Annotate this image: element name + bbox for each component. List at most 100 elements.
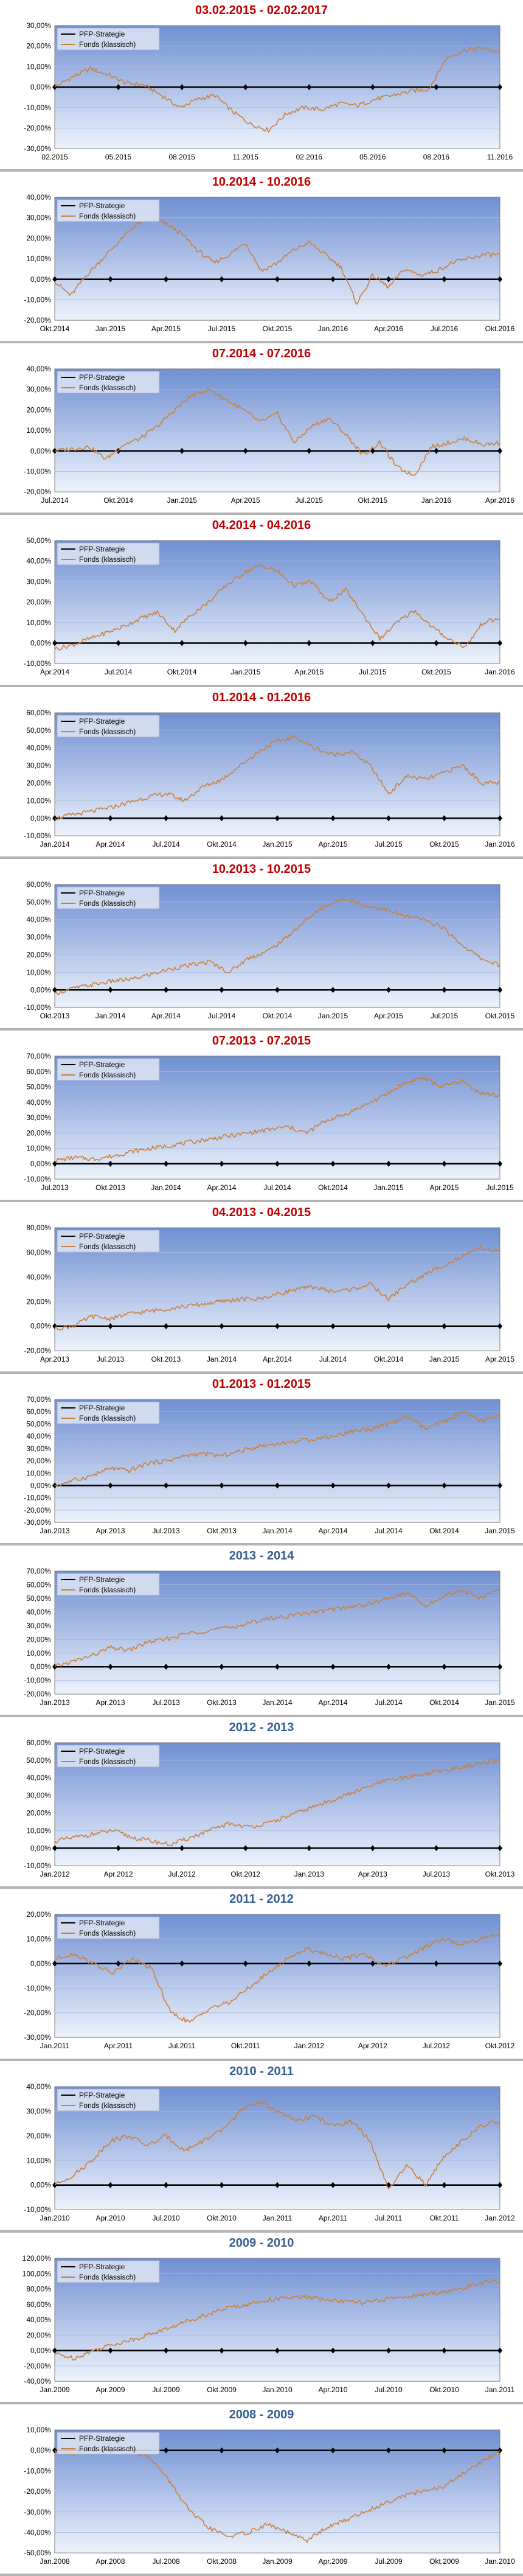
- y-tick-label: 40,00%: [26, 1774, 51, 1782]
- x-tick-label: Okt.2015: [358, 496, 388, 505]
- legend-label-pfp: PFP-Strategie: [79, 716, 125, 725]
- y-tick-label: -10,00%: [24, 103, 51, 112]
- y-tick-label: 60,00%: [26, 708, 51, 716]
- pfp-strategie-marker: [386, 986, 391, 993]
- pfp-strategie-marker: [442, 2182, 447, 2188]
- pfp-strategie-marker: [330, 814, 336, 821]
- x-tick-label: Jan.2014: [207, 1355, 237, 1363]
- x-tick-label: Jan.2015: [429, 1355, 460, 1363]
- y-tick-label: 10,00%: [26, 1469, 51, 1477]
- legend-box: [57, 2088, 160, 2111]
- x-tick-label: Jan.2016: [421, 496, 452, 505]
- x-tick-label: Okt.2015: [263, 324, 293, 333]
- panel-separator: [0, 2401, 523, 2404]
- pfp-strategie-marker: [497, 448, 502, 455]
- legend: PFP-Strategie Fonds (klassisch): [57, 886, 160, 909]
- pfp-strategie-marker: [219, 1160, 224, 1167]
- pfp-strategie-marker: [274, 1482, 280, 1489]
- panel-separator: [0, 1371, 523, 1374]
- line-chart: 70,00% 60,00% 50,00% 40,00% 30,00% 20,00% 10,0…: [24, 1567, 515, 1707]
- y-tick-label: 50,00%: [26, 1419, 51, 1428]
- pfp-strategie-marker: [164, 2447, 169, 2454]
- x-tick-label: Jan.2015: [485, 1698, 515, 1707]
- y-tick-label: 60,00%: [26, 1407, 51, 1416]
- pfp-strategie-marker: [274, 1160, 280, 1167]
- pfp-strategie-marker: [219, 276, 224, 282]
- x-tick-label: 02.2015: [41, 153, 68, 161]
- x-tick-label: Apr.2015: [319, 840, 348, 849]
- y-tick-label: 0,00%: [30, 275, 51, 284]
- y-tick-label: 30,00%: [26, 933, 51, 941]
- legend: PFP-Strategie Fonds (klassisch): [57, 2260, 160, 2283]
- line-chart: 70,00% 60,00% 50,00% 40,00% 30,00% 20,00% 10,0…: [24, 1052, 514, 1192]
- x-tick-label: Apr.2013: [40, 1355, 69, 1363]
- x-tick-label: Apr.2012: [358, 2042, 387, 2051]
- x-tick-label: Jan.2014: [40, 840, 70, 849]
- pfp-strategie-marker: [274, 276, 280, 282]
- y-tick-label: -10,00%: [24, 1861, 51, 1870]
- y-tick-label: 30,00%: [26, 761, 51, 769]
- y-tick-label: 40,00%: [26, 557, 51, 565]
- y-tick-label: 120,00%: [23, 2254, 52, 2263]
- pfp-strategie-marker: [219, 1664, 224, 1670]
- y-tick-label: 50,00%: [26, 1082, 51, 1091]
- legend-label-fonds: Fonds (klassisch): [79, 555, 136, 564]
- y-tick-label: 30,00%: [26, 1113, 51, 1122]
- line-chart: 70,00% 60,00% 50,00% 40,00% 30,00% 20,00% 10,0…: [24, 1395, 515, 1535]
- x-tick-label: Jul.2009: [152, 2385, 180, 2394]
- x-tick-label: Jul.2011: [375, 2214, 403, 2222]
- pfp-strategie-marker: [274, 986, 280, 993]
- pfp-strategie-marker: [219, 1482, 224, 1489]
- y-tick-label: 0,00%: [30, 83, 51, 91]
- x-tick-label: Jan.2016: [485, 840, 515, 849]
- pfp-strategie-marker: [219, 814, 224, 821]
- legend-label-pfp: PFP-Strategie: [79, 1747, 125, 1755]
- pfp-strategie-marker: [307, 448, 312, 455]
- pfp-strategie-marker: [497, 2347, 502, 2354]
- y-tick-label: 10,00%: [26, 618, 51, 627]
- y-tick-label: 0,00%: [30, 447, 51, 455]
- pfp-strategie-marker: [52, 2347, 58, 2354]
- chart-title: 2008 - 2009: [229, 2407, 294, 2421]
- x-tick-label: Apr.2014: [319, 1698, 348, 1707]
- x-tick-label: Okt.2011: [231, 2042, 260, 2051]
- legend-box: [57, 1058, 160, 1081]
- legend-label-pfp: PFP-Strategie: [79, 373, 125, 382]
- y-tick-label: 60,00%: [26, 1067, 51, 1076]
- pfp-strategie-marker: [307, 84, 312, 91]
- x-tick-label: Jan.2015: [262, 840, 293, 849]
- y-tick-label: 10,00%: [26, 1649, 51, 1657]
- y-tick-label: -10,00%: [24, 1984, 51, 1993]
- pfp-strategie-marker: [108, 1160, 113, 1167]
- y-tick-label: 20,00%: [26, 42, 51, 51]
- x-tick-label: Okt.2013: [95, 1183, 125, 1192]
- x-tick-label: Jul.2013: [41, 1183, 69, 1192]
- line-chart: 40,00% 30,00% 20,00% 10,00% 0,00% -10,00% -20,…: [24, 365, 514, 505]
- y-tick-label: 20,00%: [26, 1809, 51, 1818]
- x-tick-label: Jul.2014: [375, 1698, 403, 1707]
- x-tick-label: Apr.2010: [319, 2385, 348, 2394]
- pfp-strategie-marker: [497, 276, 502, 282]
- pfp-strategie-marker: [386, 1323, 391, 1329]
- x-tick-label: Apr.2014: [40, 668, 69, 677]
- legend-label-fonds: Fonds (klassisch): [79, 1757, 136, 1766]
- pfp-strategie-marker: [386, 2447, 391, 2454]
- x-tick-label: Apr.2008: [96, 2557, 125, 2566]
- chart-panel: 2010 - 2011 40,00% 30,00% 20,00% 10,00% 0,00%…: [0, 2061, 523, 2233]
- pfp-strategie-marker: [52, 448, 58, 455]
- pfp-strategie-marker: [274, 2182, 280, 2188]
- fonds-line: [54, 216, 500, 305]
- y-tick-label: 10,00%: [26, 1935, 51, 1944]
- y-tick-label: -30,00%: [24, 2034, 51, 2042]
- x-tick-label: Okt.2009: [207, 2385, 237, 2394]
- x-tick-label: 08.2015: [168, 153, 195, 161]
- pfp-strategie-marker: [164, 1160, 169, 1167]
- y-tick-label: 10,00%: [26, 254, 51, 263]
- y-tick-label: 0,00%: [30, 1481, 51, 1489]
- x-tick-label: Okt.2015: [485, 1012, 515, 1020]
- x-tick-label: Jan.2015: [373, 1183, 404, 1192]
- panel-separator: [0, 1886, 523, 1889]
- pfp-strategie-marker: [497, 1664, 502, 1670]
- pfp-strategie-marker: [442, 814, 447, 821]
- pfp-strategie-marker: [52, 814, 58, 821]
